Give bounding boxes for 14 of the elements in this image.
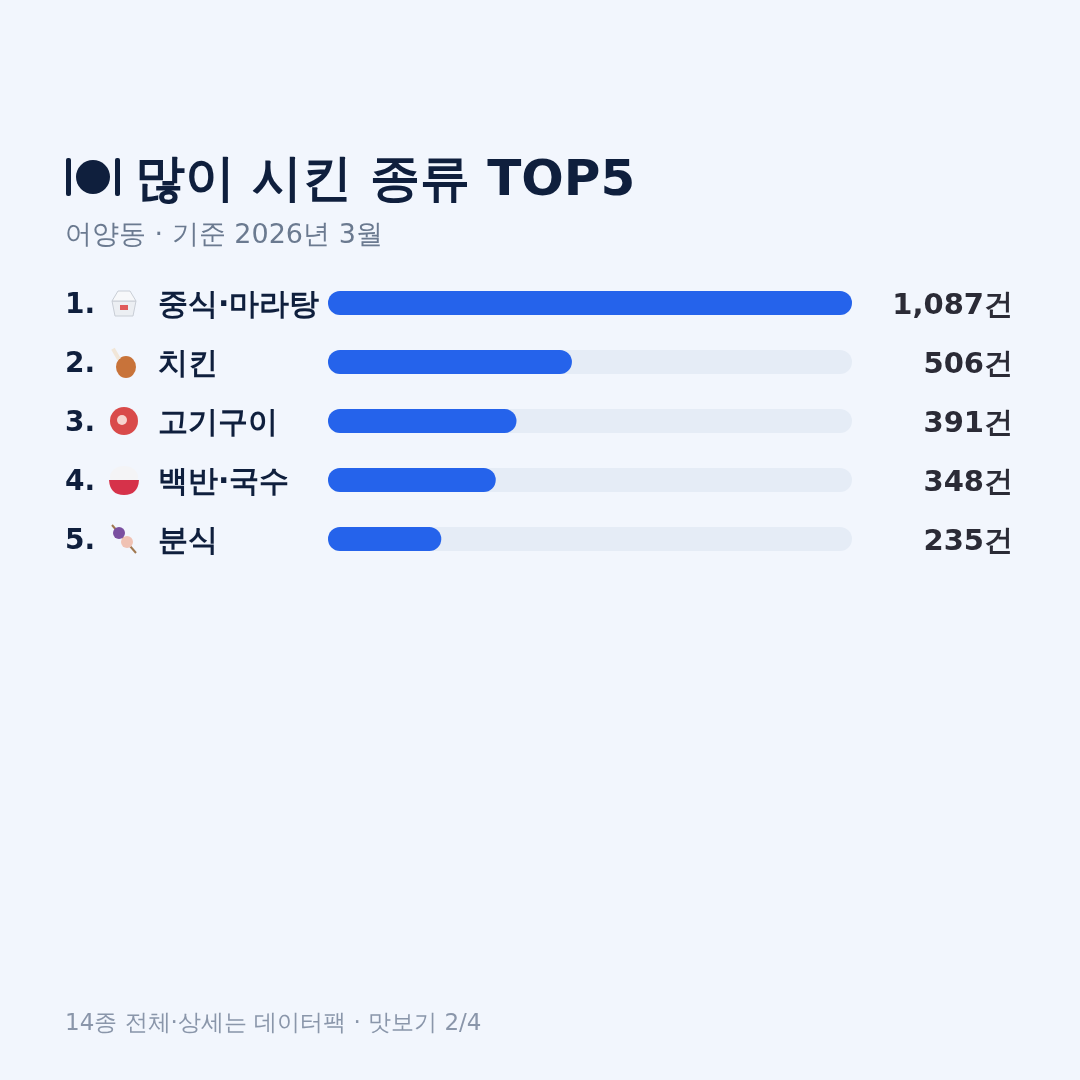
- bar: [328, 527, 442, 551]
- category-label: 1. 중식·마라탕: [65, 286, 320, 321]
- category-label: 3. 고기구이: [65, 404, 278, 439]
- text: 14종 전체·상세는 데이터팩 · 맛보기 2/4: [65, 1009, 482, 1035]
- data-label: 348건: [923, 464, 1013, 498]
- data-label: 391건: [923, 405, 1013, 439]
- chart-title: 많이 시킨 종류 TOP5: [135, 149, 636, 207]
- category-label: 5. 분식: [65, 522, 218, 557]
- data-label: 235건: [923, 523, 1013, 557]
- category-label: 2. 치킨: [65, 345, 218, 380]
- category-label: 4. 백반·국수: [65, 463, 290, 498]
- data-label: 506건: [923, 346, 1013, 380]
- chart-subtitle: 어양동 · 기준 2026년 3월: [65, 218, 383, 249]
- data-label: 1,087건: [892, 287, 1013, 321]
